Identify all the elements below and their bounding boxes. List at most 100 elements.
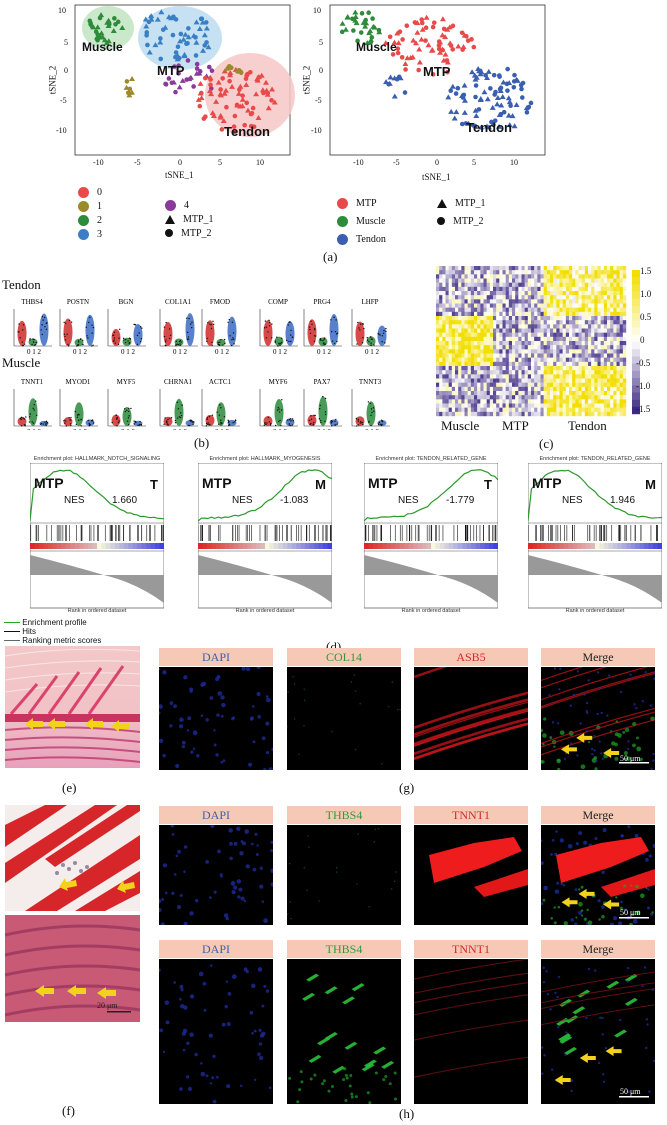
- heatmap-cell: [613, 361, 617, 367]
- gsea-rank-strip: [141, 543, 147, 549]
- heatmap-cell: [565, 378, 570, 383]
- heatmap-cell: [588, 311, 592, 317]
- heatmap-cell: [464, 349, 468, 354]
- heatmap-cell: [584, 307, 589, 313]
- violin-point: [265, 423, 267, 426]
- violin-gene-label: LHFP: [361, 298, 378, 306]
- heatmap-cell: [470, 378, 475, 383]
- heatmap-cell: [467, 324, 472, 329]
- heatmap-cell: [489, 349, 494, 354]
- heatmap-cell: [474, 386, 478, 392]
- heatmap-cell: [556, 299, 560, 304]
- heatmap-cell: [581, 266, 586, 271]
- green-signal: [292, 675, 294, 678]
- heatmap-cell: [584, 324, 589, 329]
- gsea-chart: [198, 463, 332, 609]
- heatmap-cell: [448, 324, 453, 329]
- tendon-point: [455, 85, 461, 91]
- heatmap-cell: [451, 411, 456, 417]
- heatmap-cell: [597, 311, 601, 317]
- red-streak: [541, 982, 655, 1004]
- heatmap-cell: [578, 378, 582, 383]
- violin-point: [74, 410, 76, 413]
- violin-point: [66, 333, 68, 335]
- heatmap-cell: [575, 278, 579, 283]
- heatmap-cell: [594, 299, 598, 304]
- cluster-4-point: [184, 77, 190, 82]
- tendon-point: [505, 88, 510, 93]
- cluster-4-point: [172, 64, 177, 69]
- violin-point: [210, 324, 212, 326]
- heatmap-cell: [515, 411, 519, 417]
- heatmap-cell: [496, 307, 500, 313]
- nucleus-dot: [647, 888, 650, 891]
- heatmap-cell: [550, 299, 554, 304]
- heatmap-cell: [493, 370, 497, 375]
- nucleus-dot: [226, 1021, 231, 1027]
- violin-point: [335, 333, 338, 335]
- violin-point: [318, 408, 321, 410]
- tsne-left-xlabel: tSNE_1: [165, 170, 194, 180]
- g-header-col14: COL14: [287, 648, 401, 666]
- heatmap-cell: [470, 357, 475, 363]
- violin-point: [112, 340, 115, 343]
- fluo-background: [541, 667, 655, 770]
- heatmap-cell: [436, 316, 440, 321]
- violin-point: [372, 407, 375, 409]
- violin-point: [32, 407, 34, 410]
- violin-point: [381, 423, 383, 426]
- heatmap-cell: [622, 274, 627, 279]
- mtp-point: [387, 34, 393, 40]
- violin-point: [280, 341, 283, 344]
- gsea-rank-strip: [202, 543, 208, 549]
- gsea-chart: [528, 463, 662, 609]
- nucleus-dot: [570, 1089, 573, 1093]
- heatmap-cell: [451, 370, 456, 375]
- gsea-rank-strip: [399, 543, 405, 549]
- heatmap-cell: [553, 336, 557, 342]
- heatmap-cell: [546, 341, 551, 346]
- heatmap-cell: [527, 391, 532, 396]
- heatmap-cell: [588, 303, 592, 308]
- heatmap-cell: [505, 341, 510, 346]
- heatmap-cell: [515, 278, 519, 283]
- heatmap-cell: [436, 345, 440, 350]
- heatmap-cell: [508, 266, 513, 271]
- violin-point: [68, 417, 70, 419]
- cluster-3-point: [175, 44, 181, 50]
- gsea-rank-strip: [56, 543, 62, 549]
- nucleus-dot: [186, 729, 190, 732]
- heatmap-cell: [534, 349, 538, 354]
- nucleus-dot: [543, 1054, 546, 1057]
- green-signal: [624, 757, 628, 761]
- violin-point: [289, 424, 292, 427]
- red-streak: [541, 988, 655, 1010]
- violin-point: [190, 326, 193, 329]
- heatmap-cell: [502, 332, 506, 338]
- heatmap-cell: [603, 295, 608, 300]
- heatmap-cell: [442, 278, 446, 283]
- nucleus-dot: [607, 674, 611, 677]
- nucleus-dot: [173, 981, 176, 984]
- heatmap-cell: [619, 274, 624, 279]
- violin-point: [128, 407, 130, 410]
- gsea-enrichment-curve: [198, 469, 332, 522]
- violin-point: [134, 420, 137, 423]
- heatmap-cell: [588, 370, 592, 375]
- heatmap-cell: [543, 320, 548, 325]
- heatmap-cell: [559, 391, 563, 396]
- heatmap-colorbar-step: [632, 356, 640, 364]
- heatmap-cell: [584, 382, 589, 388]
- heatmap-cell: [448, 378, 453, 383]
- heatmap-cell: [575, 349, 579, 354]
- heatmap-cell: [515, 303, 519, 308]
- heatmap-cell: [619, 361, 624, 367]
- heatmap-cell: [588, 391, 592, 396]
- violin-point: [22, 329, 24, 331]
- heatmap-cell: [489, 266, 494, 271]
- heatmap-cell: [521, 282, 525, 288]
- tendon-point: [476, 107, 482, 112]
- heatmap-cell: [537, 399, 541, 404]
- heatmap-cell: [616, 328, 620, 333]
- heatmap-cell: [591, 395, 595, 400]
